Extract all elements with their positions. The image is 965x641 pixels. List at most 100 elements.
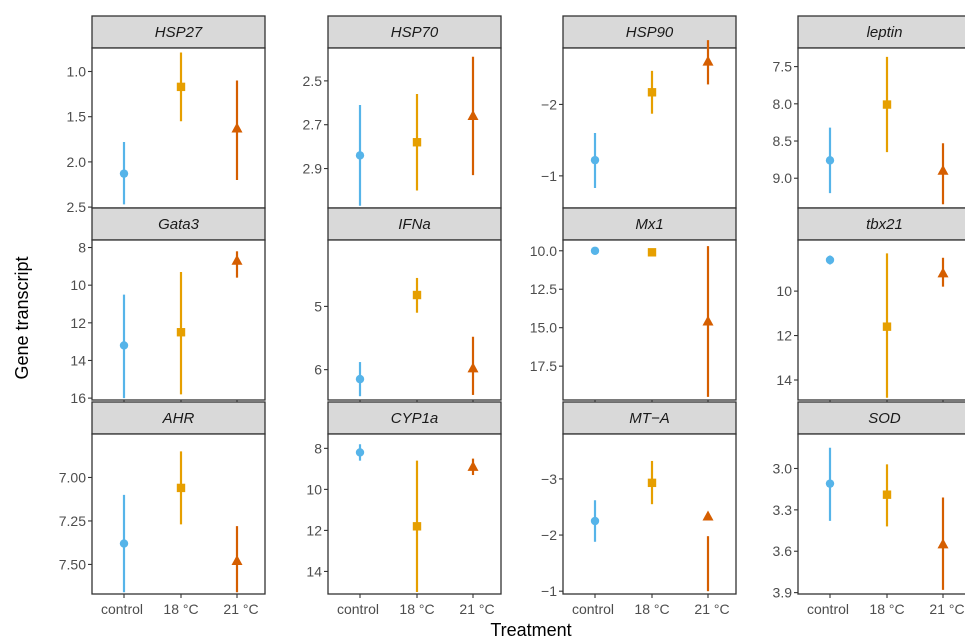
y-tick-label: −2 (541, 527, 557, 543)
y-tick-label: 14 (70, 352, 86, 368)
y-tick-label: 6 (314, 362, 322, 378)
x-tick-label: 21 °C (694, 601, 729, 617)
y-tick-label: 17.5 (530, 358, 557, 374)
y-tick-label: 9.0 (773, 170, 793, 186)
point-marker (176, 483, 186, 493)
strip-label: HSP70 (391, 24, 439, 41)
facet-panel: HSP27 1.0 1.5 2.0 2.5 (67, 15, 266, 215)
point-marker (231, 554, 243, 565)
strip-label: Mx1 (635, 216, 663, 233)
strip-background (91, 207, 266, 241)
strip-label: SOD (868, 410, 901, 427)
point-marker (119, 539, 129, 548)
facet-panel: Gata3 8 10 12 14 16 (70, 207, 266, 406)
strip-background (91, 401, 266, 435)
y-tick-label: 14 (776, 372, 792, 388)
y-tick-label: 7.00 (59, 469, 86, 485)
plot-area (797, 239, 965, 401)
x-tick-label: 18 °C (399, 601, 434, 617)
x-tick-label: 21 °C (929, 601, 964, 617)
point-marker (355, 374, 365, 384)
point-marker (825, 255, 835, 265)
x-tick-label: 18 °C (869, 601, 904, 617)
point-marker (176, 328, 186, 337)
y-tick-label: 2.0 (67, 154, 87, 170)
point-marker (467, 362, 479, 373)
y-tick-label: 2.9 (303, 161, 323, 177)
point-marker (355, 448, 365, 457)
y-tick-label: 10 (70, 277, 86, 293)
point-marker (355, 151, 365, 160)
strip-label: AHR (162, 410, 195, 427)
strip-background (327, 15, 502, 49)
point-marker (467, 109, 479, 120)
point-marker (119, 341, 129, 350)
strip-background (91, 15, 266, 49)
plot-area (797, 433, 965, 595)
strip-label: HSP27 (155, 24, 203, 41)
y-tick-label: −1 (541, 583, 557, 599)
facet-panel: CYP1a 8 10 12 14 control 18 °C 21 °C (306, 401, 502, 617)
point-marker (702, 315, 714, 326)
plot-area (562, 433, 737, 595)
facet-panel: IFNa 5 6 (314, 207, 502, 404)
y-tick-label: 10 (306, 481, 322, 497)
strip-background (797, 207, 965, 241)
strip-label: Gata3 (158, 216, 200, 233)
point-marker (882, 490, 892, 499)
x-tick-label: 18 °C (163, 601, 198, 617)
plot-area (327, 239, 502, 401)
point-marker (119, 169, 129, 178)
facet-panel: tbx21 10 12 14 (776, 207, 965, 404)
y-tick-label: 7.50 (59, 556, 86, 572)
point-marker (231, 122, 243, 133)
point-marker (825, 479, 835, 488)
y-tick-label: 8.5 (773, 133, 793, 149)
y-tick-label: 3.6 (773, 543, 793, 559)
y-tick-label: 12 (70, 315, 86, 331)
point-marker (937, 538, 949, 549)
facet-panel: MT−A −3 −2 −1 control 18 °C 21 °C (541, 401, 737, 617)
y-tick-label: 2.7 (303, 117, 323, 133)
y-tick-label: 12 (306, 522, 322, 538)
y-tick-label: 12 (776, 328, 792, 344)
y-tick-label: 10.0 (530, 243, 557, 259)
plot-area (797, 47, 965, 209)
point-marker (647, 248, 657, 257)
y-tick-label: 15.0 (530, 320, 557, 336)
point-marker (937, 164, 949, 175)
strip-label: CYP1a (391, 410, 439, 427)
point-marker (176, 82, 186, 92)
y-tick-label: 1.5 (67, 109, 87, 125)
point-marker (590, 246, 600, 255)
y-tick-label: 16 (70, 390, 86, 406)
point-marker (467, 460, 479, 471)
x-tick-label: control (807, 601, 849, 617)
y-tick-label: 1.0 (67, 64, 87, 80)
y-tick-label: 8 (314, 440, 322, 456)
y-tick-label: −3 (541, 471, 557, 487)
y-tick-label: 3.0 (773, 460, 793, 476)
point-marker (412, 138, 422, 147)
facet-panel: HSP90 −2 −1 (541, 15, 737, 212)
y-axis-title: Gene transcript (12, 256, 32, 379)
y-tick-label: 7.25 (59, 513, 86, 529)
point-marker (702, 510, 714, 521)
strip-label: HSP90 (626, 24, 674, 41)
strip-background (562, 401, 737, 435)
y-tick-label: 10 (776, 283, 792, 299)
plot-area (327, 47, 502, 209)
y-tick-label: 14 (306, 563, 322, 579)
y-tick-label: 5 (314, 298, 322, 314)
point-marker (702, 55, 714, 66)
y-tick-label: −2 (541, 96, 557, 112)
point-marker (590, 155, 600, 165)
point-marker (825, 156, 835, 165)
strip-label: IFNa (398, 216, 431, 233)
y-tick-label: 3.3 (773, 502, 793, 518)
facet-panel: SOD 3.0 3.3 3.6 3.9 control 18 °C 21 °C (773, 401, 965, 617)
point-marker (590, 516, 600, 526)
y-tick-label: 8 (78, 240, 86, 256)
strip-background (797, 15, 965, 49)
